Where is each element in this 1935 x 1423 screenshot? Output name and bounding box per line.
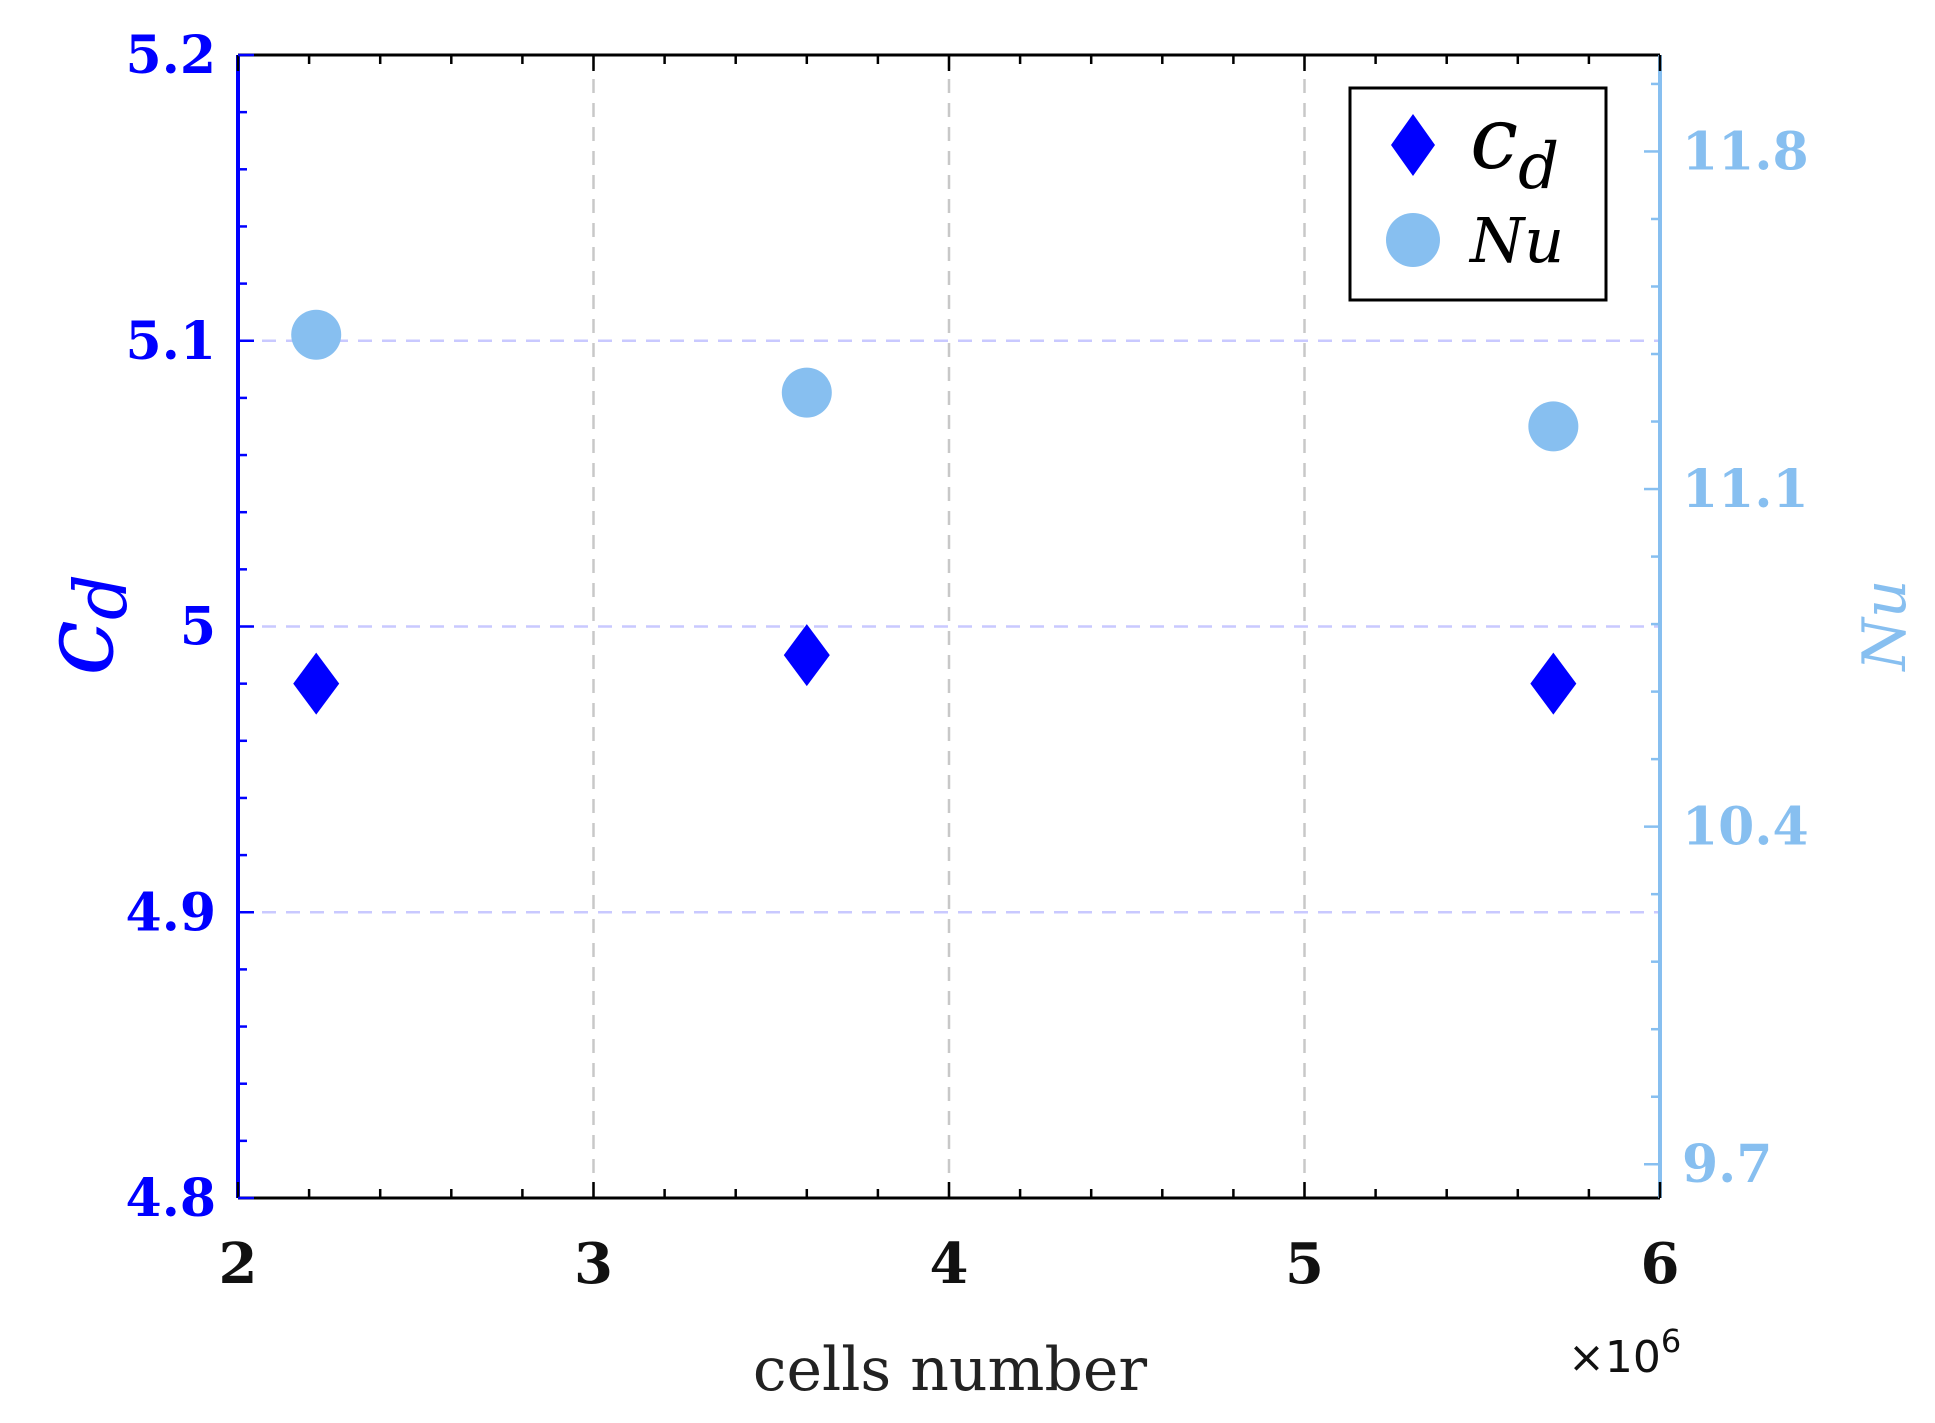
y-left-axis-title-sub: d [59, 574, 143, 620]
legend-label-cd: cd [1470, 89, 1559, 204]
x-tick-label: 3 [574, 1231, 613, 1297]
grid-layer [238, 55, 1660, 1198]
nu-point [1528, 401, 1579, 452]
nu-point [291, 309, 342, 360]
cd-point [783, 624, 830, 687]
nu-point [781, 367, 832, 418]
x-axis-exponent-base: ×10 [1568, 1332, 1661, 1383]
y-left-tick-labels: 4.8 4.9 5 5.1 5.2 [126, 25, 216, 1229]
legend: cd Nu [1348, 86, 1608, 302]
y-right-axis-title: Nu [1850, 579, 1920, 672]
x-tick-label: 6 [1641, 1231, 1680, 1297]
x-tick-labels: 2 3 4 5 6 [219, 1231, 1680, 1297]
y-right-tick-label: 10.4 [1682, 797, 1809, 858]
cd-point [293, 652, 340, 715]
x-tick-label: 2 [219, 1231, 258, 1297]
y-left-axis-title: cd [19, 574, 143, 676]
data-markers [291, 309, 1579, 715]
cd-point [1530, 652, 1577, 715]
y-left-tick-label: 4.9 [126, 882, 216, 943]
y-left-tick-label: 5 [180, 597, 216, 658]
x-axis-title: cells number [753, 1335, 1147, 1405]
legend-label-cd-sub: d [1518, 130, 1559, 204]
y-right-tick-label: 11.8 [1682, 121, 1809, 182]
y-right-tick-label: 9.7 [1682, 1134, 1772, 1195]
legend-marker-nu [1386, 213, 1440, 267]
axis-ticks [236, 53, 1662, 1200]
x-tick-label: 4 [930, 1231, 969, 1297]
y-left-tick-label: 5.2 [126, 25, 216, 86]
x-tick-label: 5 [1285, 1231, 1324, 1297]
legend-label-cd-main: c [1470, 89, 1518, 189]
y-right-tick-labels: 9.7 10.4 11.1 11.8 [1682, 121, 1809, 1195]
x-axis-exponent-power: 6 [1661, 1322, 1681, 1360]
y-right-tick-label: 11.1 [1682, 459, 1809, 520]
legend-marker-cd [1391, 114, 1435, 176]
y-left-axis-title-main: c [19, 620, 136, 676]
legend-box [1348, 86, 1608, 302]
x-axis-exponent: ×106 [1568, 1322, 1681, 1383]
y-left-tick-label: 5.1 [126, 311, 216, 372]
legend-label-nu: Nu [1468, 204, 1564, 277]
y-left-tick-label: 4.8 [126, 1168, 216, 1229]
